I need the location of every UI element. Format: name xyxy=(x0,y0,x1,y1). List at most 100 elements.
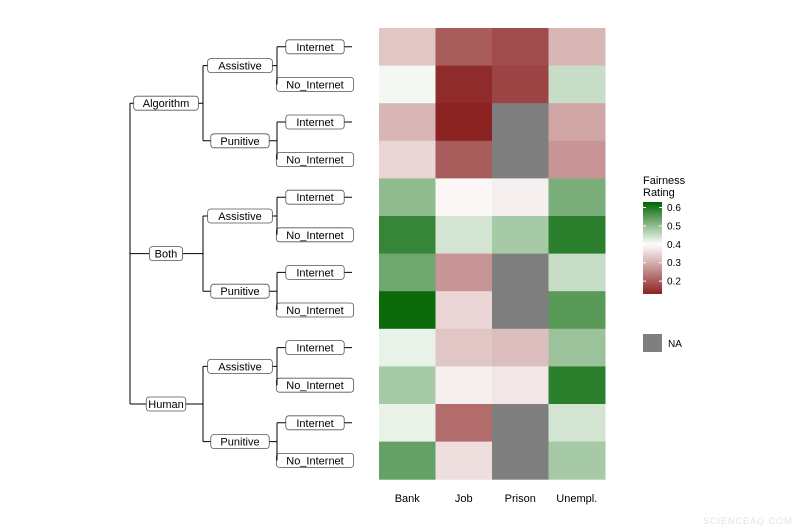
row-label-info-box xyxy=(285,415,345,431)
legend-tick-label: 0.6 xyxy=(667,203,681,214)
heatmap-cell xyxy=(548,28,606,67)
heatmap-cell xyxy=(435,328,493,367)
row-label-group: Both xyxy=(155,249,178,261)
row-label-type-box xyxy=(210,283,270,299)
row-label-type-box xyxy=(207,208,273,224)
heatmap-cell xyxy=(435,366,493,405)
heatmap-cell xyxy=(492,291,549,330)
heatmap-cell xyxy=(379,366,436,405)
row-label-info: No_Internet xyxy=(286,155,343,167)
heatmap-cell xyxy=(492,366,549,405)
heatmap-cell xyxy=(379,291,436,330)
heatmap-cell xyxy=(492,328,549,367)
row-label-type: Assistive xyxy=(218,361,261,373)
row-label-type: Punitive xyxy=(220,136,259,148)
row-label-info: Internet xyxy=(296,192,333,204)
legend-na-swatch xyxy=(643,334,662,352)
heatmap-cell xyxy=(492,178,549,217)
watermark: SCIENCEAQ.COM xyxy=(703,516,793,526)
heatmap-cell xyxy=(548,366,606,405)
heatmap-cell xyxy=(548,291,606,330)
legend-tick-label: 0.4 xyxy=(667,240,681,251)
heatmap-cell xyxy=(435,441,493,480)
row-label-type: Punitive xyxy=(220,437,259,449)
row-label-info: Internet xyxy=(296,343,333,355)
heatmap-cell xyxy=(379,441,436,480)
heatmap-cell xyxy=(435,28,493,67)
legend-tick-label: 0.2 xyxy=(667,277,681,288)
row-label-info-box xyxy=(275,77,355,92)
heatmap-cell xyxy=(379,28,436,67)
row-label-group: Algorithm xyxy=(143,98,189,110)
heatmap-cell xyxy=(379,328,436,367)
row-label-info-box xyxy=(285,39,345,55)
row-label-type: Punitive xyxy=(220,286,259,298)
heatmap-cell xyxy=(435,140,493,179)
row-label-group-box xyxy=(133,95,199,111)
heatmap-cell xyxy=(548,441,606,480)
column-label: Prison xyxy=(505,493,536,505)
row-label-info-box xyxy=(275,452,355,468)
row-label-info-box xyxy=(285,189,345,205)
heatmap-cell xyxy=(548,140,606,179)
row-label-type: Assistive xyxy=(218,61,261,73)
row-label-type-box xyxy=(207,58,273,73)
row-label-info: No_Internet xyxy=(286,455,343,467)
heatmap-cell xyxy=(435,216,493,255)
row-label-info-box xyxy=(275,302,355,318)
heatmap-cell xyxy=(548,178,606,217)
dendrogram: Internet No_Internet Internet No_Internet As… xyxy=(129,39,355,468)
heatmap-cell xyxy=(379,404,436,443)
heatmap-cell xyxy=(435,178,493,217)
heatmap-cell xyxy=(492,140,549,179)
legend-title: Rating xyxy=(643,187,675,199)
column-labels: Bank Job Prison Unempl. xyxy=(395,493,598,505)
heatmap-cell xyxy=(548,216,606,255)
heatmap-cell xyxy=(492,65,549,104)
heatmap-cell xyxy=(435,404,493,443)
row-label-info: No_Internet xyxy=(286,79,343,91)
row-label-info-box xyxy=(275,152,355,168)
legend-tick-label: 0.5 xyxy=(667,221,681,232)
heatmap-cells xyxy=(379,28,606,480)
heatmap-cell xyxy=(548,103,606,142)
row-label-info-box xyxy=(285,114,345,130)
heatmap-cell xyxy=(435,103,493,142)
legend-na-label: NA xyxy=(668,339,682,350)
legend-colorbar xyxy=(643,202,662,294)
legend-tick-label: 0.3 xyxy=(667,258,681,269)
row-label-type-box xyxy=(210,434,270,450)
column-label: Bank xyxy=(395,493,421,505)
heatmap-cell xyxy=(379,253,436,292)
heatmap-cell xyxy=(548,404,606,443)
row-label-type-box xyxy=(207,358,273,374)
row-label-info-box xyxy=(285,264,345,280)
column-label: Job xyxy=(455,493,473,505)
heatmap-cell xyxy=(492,28,549,67)
row-label-info: No_Internet xyxy=(286,305,343,317)
column-label: Unempl. xyxy=(556,493,597,505)
row-label-group-box xyxy=(145,396,187,412)
heatmap-cell xyxy=(548,328,606,367)
heatmap-cell xyxy=(435,253,493,292)
heatmap-cell xyxy=(492,441,549,480)
legend-title: Fairness xyxy=(643,175,686,187)
heatmap-cell xyxy=(379,103,436,142)
heatmap-cell xyxy=(379,65,436,104)
row-label-info: Internet xyxy=(296,418,333,430)
heatmap-cell xyxy=(492,216,549,255)
heatmap-cell xyxy=(435,65,493,104)
row-label-type: Assistive xyxy=(218,211,261,223)
heatmap-cell xyxy=(548,253,606,292)
heatmap-cell xyxy=(379,178,436,217)
row-label-type-box xyxy=(210,133,270,149)
row-label-info-box xyxy=(275,377,355,393)
row-label-info: Internet xyxy=(296,117,333,129)
row-label-group: Human xyxy=(148,399,183,411)
heatmap-cell xyxy=(492,404,549,443)
row-label-info-box xyxy=(285,340,345,356)
row-label-info-box xyxy=(275,227,355,243)
heatmap-cell xyxy=(435,291,493,330)
